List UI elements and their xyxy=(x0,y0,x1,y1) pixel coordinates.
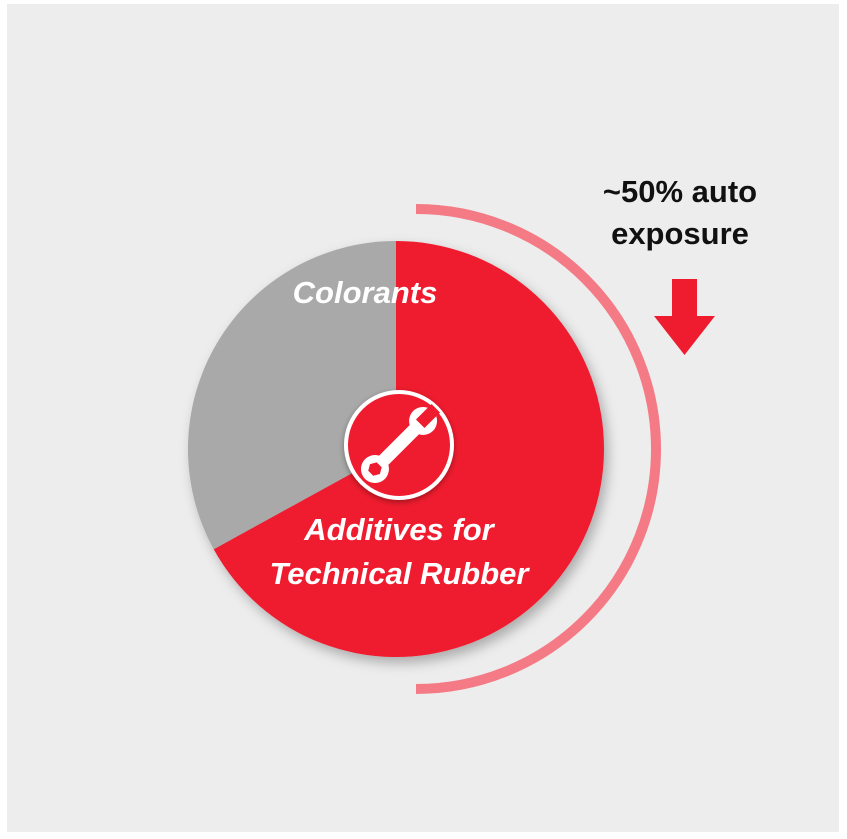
slice-label-additives-line2: Technical Rubber xyxy=(270,556,531,591)
arrow-down-icon xyxy=(654,279,715,355)
exposure-note-line1: ~50% auto xyxy=(603,174,757,209)
slice-label-colorants: Colorants xyxy=(293,275,438,310)
pie-slice-1 xyxy=(187,241,396,550)
exposure-arc xyxy=(415,204,661,694)
slice-label-additives-line1: Additives for xyxy=(303,512,495,547)
exposure-note-line2: exposure xyxy=(611,216,749,251)
wrench-icon xyxy=(344,390,454,500)
